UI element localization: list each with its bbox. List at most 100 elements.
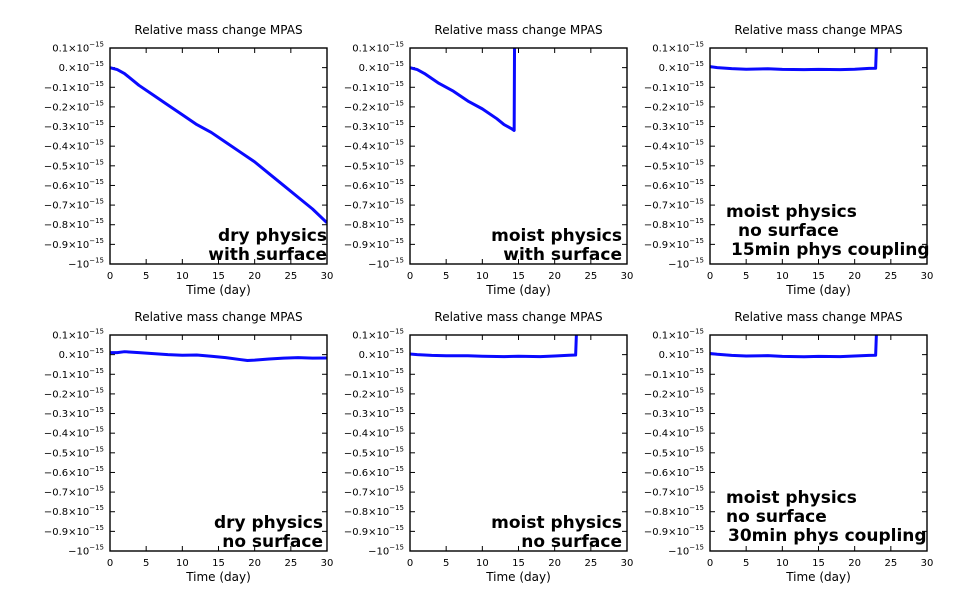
chart-panel-4: Relative mass change MPAS 0.1×10−15 0.×10−… — [44, 310, 334, 584]
plot-frame — [409, 47, 628, 265]
annotation-line: no surface — [738, 221, 839, 241]
x-tick-label: 25 — [884, 558, 897, 569]
y-tick-label: −0.2×10−15 — [644, 99, 704, 113]
annotation-line: moist physics — [491, 226, 622, 246]
annotation-line: dry physics — [218, 226, 327, 246]
y-tick-label: −0.6×10−15 — [44, 178, 104, 192]
y-tick-label: −0.4×10−15 — [344, 139, 404, 153]
chart-title: Relative mass change MPAS — [134, 310, 302, 324]
x-tick-label: 15 — [512, 558, 525, 569]
x-tick-label: 15 — [512, 271, 525, 282]
y-tick-label: −0.9×10−15 — [344, 524, 404, 538]
series-line — [710, 335, 878, 359]
chart-panel-6: Relative mass change MPAS 0.1×10−15 0.×10−… — [644, 310, 934, 584]
y-tick-label: −0.1×10−15 — [44, 80, 104, 94]
y-tick-label: 0.1×10−15 — [652, 328, 704, 342]
x-axis-label: Time (day) — [785, 283, 851, 297]
y-tick-label: −10−15 — [68, 544, 104, 558]
series-line — [410, 48, 517, 132]
y-tick-label: −0.8×10−15 — [344, 217, 404, 231]
y-tick-label: −0.2×10−15 — [644, 386, 704, 400]
x-tick-label: 10 — [776, 558, 789, 569]
x-tick-label: 30 — [321, 271, 334, 282]
y-tick-label: −0.7×10−15 — [44, 485, 104, 499]
y-tick-label: −0.5×10−15 — [344, 158, 404, 172]
y-tick-label: −0.1×10−15 — [44, 367, 104, 381]
y-tick-label: −0.5×10−15 — [44, 445, 104, 459]
x-tick-label: 20 — [248, 558, 261, 569]
x-tick-label: 25 — [584, 558, 597, 569]
x-tick-label: 20 — [848, 271, 861, 282]
x-tick-label: 5 — [143, 558, 149, 569]
series-line — [110, 350, 327, 363]
y-tick-label: −0.5×10−15 — [344, 445, 404, 459]
x-axis-label: Time (day) — [185, 283, 251, 297]
y-tick-label: −0.8×10−15 — [44, 504, 104, 518]
series-line — [110, 66, 327, 224]
x-tick-label: 20 — [248, 271, 261, 282]
x-tick-label: 25 — [284, 558, 297, 569]
y-tick-label: −0.5×10−15 — [644, 445, 704, 459]
y-tick-label: 0.1×10−15 — [352, 328, 404, 342]
y-tick-label: 0.1×10−15 — [52, 328, 104, 342]
x-tick-label: 20 — [548, 271, 561, 282]
y-tick-label: −0.8×10−15 — [644, 217, 704, 231]
y-tick-label: −10−15 — [368, 257, 404, 271]
x-tick-label: 5 — [743, 271, 749, 282]
y-tick-label: −0.7×10−15 — [344, 198, 404, 212]
y-tick-label: −10−15 — [668, 257, 704, 271]
x-tick-label: 25 — [284, 271, 297, 282]
y-tick-label: −0.9×10−15 — [44, 524, 104, 538]
x-axis-label: Time (day) — [485, 570, 551, 584]
x-tick-label: 20 — [548, 558, 561, 569]
x-tick-label: 0 — [107, 271, 113, 282]
y-tick-label: −10−15 — [368, 544, 404, 558]
y-tick-label: −0.6×10−15 — [644, 465, 704, 479]
y-tick-label: −0.6×10−15 — [644, 178, 704, 192]
plot-frame — [709, 47, 928, 265]
x-tick-label: 30 — [321, 558, 334, 569]
x-tick-label: 0 — [707, 271, 713, 282]
x-axis-label: Time (day) — [185, 570, 251, 584]
plot-frame — [109, 47, 328, 265]
x-tick-label: 5 — [443, 271, 449, 282]
x-tick-label: 20 — [848, 558, 861, 569]
y-tick-label: 0.×10−15 — [359, 347, 404, 361]
x-axis-label: Time (day) — [785, 570, 851, 584]
y-tick-label: −0.3×10−15 — [644, 119, 704, 133]
y-tick-label: 0.×10−15 — [659, 347, 704, 361]
annotation-line: moist physics — [726, 488, 857, 508]
y-tick-label: 0.×10−15 — [59, 60, 104, 74]
plot-frame — [409, 334, 628, 552]
chart-panel-1: Relative mass change MPAS 0.1×10−15 0.×10−… — [44, 23, 334, 297]
x-tick-label: 0 — [707, 558, 713, 569]
y-tick-label: −0.1×10−15 — [644, 80, 704, 94]
x-tick-label: 25 — [584, 271, 597, 282]
chart-title: Relative mass change MPAS — [434, 310, 602, 324]
y-tick-label: −0.4×10−15 — [44, 139, 104, 153]
y-tick-label: −0.7×10−15 — [644, 198, 704, 212]
x-tick-label: 5 — [143, 271, 149, 282]
y-tick-label: −0.4×10−15 — [644, 139, 704, 153]
y-tick-label: −0.3×10−15 — [344, 119, 404, 133]
x-tick-label: 25 — [884, 271, 897, 282]
y-tick-label: −0.2×10−15 — [44, 386, 104, 400]
y-tick-label: −0.3×10−15 — [644, 406, 704, 420]
y-tick-label: −0.1×10−15 — [344, 367, 404, 381]
chart-title: Relative mass change MPAS — [734, 23, 902, 37]
y-tick-label: −0.2×10−15 — [344, 386, 404, 400]
x-tick-label: 30 — [621, 558, 634, 569]
y-tick-label: −0.4×10−15 — [644, 426, 704, 440]
x-tick-label: 0 — [107, 558, 113, 569]
y-tick-label: 0.×10−15 — [359, 60, 404, 74]
y-tick-label: 0.×10−15 — [659, 60, 704, 74]
x-tick-label: 10 — [476, 271, 489, 282]
y-tick-label: −0.7×10−15 — [344, 485, 404, 499]
annotation-line: with surface — [208, 245, 327, 265]
annotation-line: no surface — [521, 532, 622, 552]
y-tick-label: −0.3×10−15 — [44, 119, 104, 133]
y-tick-label: −0.9×10−15 — [644, 524, 704, 538]
y-tick-label: −0.1×10−15 — [644, 367, 704, 381]
y-tick-label: −0.7×10−15 — [644, 485, 704, 499]
